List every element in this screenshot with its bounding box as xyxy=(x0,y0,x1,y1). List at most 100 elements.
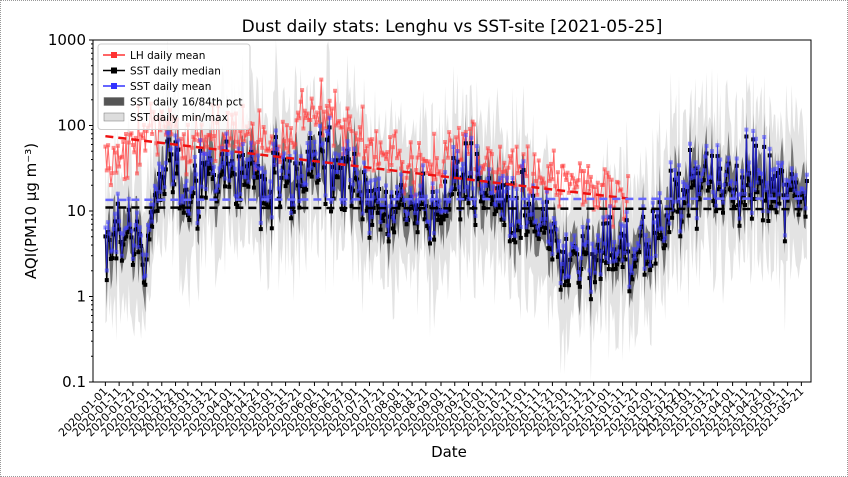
sst-mean-point xyxy=(329,199,333,204)
sst-median-point xyxy=(555,254,560,259)
sst-mean-point xyxy=(106,220,111,225)
legend-entry-label: LH daily mean xyxy=(130,50,205,62)
lh-point xyxy=(256,140,261,144)
sst-mean-point xyxy=(307,167,311,172)
sst-mean-point xyxy=(751,128,756,133)
sst-mean-point xyxy=(704,143,709,148)
sst-mean-point xyxy=(562,275,567,280)
sst-mean-point xyxy=(572,233,577,238)
lh-point xyxy=(345,106,350,111)
lh-point xyxy=(298,99,303,104)
sst-median-point xyxy=(777,201,782,206)
sst-mean-point xyxy=(763,188,768,193)
lh-point xyxy=(491,170,496,175)
sst-mean-point xyxy=(261,195,266,200)
sst-mean-point xyxy=(454,164,459,169)
sst-median-point xyxy=(104,278,109,283)
sst-mean-point xyxy=(485,176,490,181)
lh-point xyxy=(524,174,529,179)
sst-mean-point xyxy=(474,144,479,149)
lh-point xyxy=(506,165,511,170)
sst-median-point xyxy=(272,170,277,175)
sst-mean-point xyxy=(390,215,395,220)
lh-point xyxy=(428,171,432,176)
lh-point xyxy=(436,172,441,177)
sst-mean-point xyxy=(319,143,324,148)
lh-point xyxy=(223,136,227,141)
lh-point xyxy=(316,120,321,125)
lh-point xyxy=(620,192,625,197)
lh-point xyxy=(572,187,577,192)
sst-median-point xyxy=(229,159,234,164)
sst-mean-point xyxy=(209,158,214,163)
sst-mean-point xyxy=(246,179,251,184)
sst-median-point xyxy=(251,185,256,190)
sst-median-point xyxy=(670,215,675,220)
sst-mean-point xyxy=(632,256,637,261)
sst-mean-point xyxy=(467,170,472,175)
sst-mean-point xyxy=(260,165,265,170)
sst-mean-point xyxy=(218,164,223,169)
sst-median-point xyxy=(752,197,757,201)
lh-point xyxy=(364,144,369,149)
sst-mean-point xyxy=(666,214,670,219)
plot-area xyxy=(103,40,809,382)
sst-mean-point xyxy=(494,203,498,208)
sst-mean-point xyxy=(694,216,699,221)
lh-point xyxy=(144,129,149,134)
sst-median-point xyxy=(659,233,664,237)
sst-mean-point xyxy=(448,188,453,193)
lh-point xyxy=(385,150,390,155)
sst-mean-point xyxy=(635,241,640,246)
lh-point xyxy=(283,146,288,151)
sst-mean-point xyxy=(205,151,210,156)
lh-point xyxy=(103,144,108,149)
lh-point xyxy=(268,140,273,145)
lh-point xyxy=(456,125,461,130)
sst-mean-point xyxy=(415,220,420,225)
lh-point xyxy=(242,139,247,144)
sst-mean-point xyxy=(187,211,192,216)
lh-point xyxy=(308,118,313,122)
sst-mean-point xyxy=(784,177,789,182)
sst-median-point xyxy=(203,195,208,200)
sst-mean-point xyxy=(661,238,666,243)
sst-mean-point xyxy=(280,155,285,160)
lh-point xyxy=(601,182,606,187)
sst-mean-point xyxy=(619,222,624,227)
sst-mean-point xyxy=(463,133,468,138)
sst-mean-point xyxy=(744,127,749,132)
lh-point xyxy=(502,160,507,165)
sst-mean-point xyxy=(348,178,353,182)
lh-point xyxy=(445,155,450,160)
lh-point xyxy=(580,202,585,207)
lh-point xyxy=(331,143,336,148)
sst-mean-point xyxy=(181,200,186,205)
sst-median-point xyxy=(404,222,409,227)
sst-median-point xyxy=(114,256,119,261)
sst-median-point xyxy=(760,218,765,223)
sst-mean-point xyxy=(337,152,342,157)
sst-mean-point xyxy=(648,263,653,268)
sst-mean-point xyxy=(368,178,373,183)
sst-mean-point xyxy=(696,164,701,169)
sst-mean-point xyxy=(273,128,278,133)
lh-point xyxy=(386,169,391,173)
sst-mean-point xyxy=(417,199,421,204)
sst-median-point xyxy=(632,264,637,269)
sst-median-point xyxy=(297,205,302,210)
sst-mean-point xyxy=(147,227,152,232)
sst-mean-point xyxy=(535,225,540,230)
sst-median-point xyxy=(371,205,376,210)
sst-median-point xyxy=(678,234,683,239)
lh-point xyxy=(429,162,434,167)
sst-mean-point xyxy=(437,198,442,203)
sst-median-point xyxy=(125,230,130,235)
lh-point xyxy=(291,145,296,150)
sst-mean-point xyxy=(351,182,355,187)
lh-point xyxy=(473,167,478,172)
axes: 0.111010010002020-01-012020-01-112020-01… xyxy=(48,31,812,439)
sst-mean-point xyxy=(433,202,438,207)
sst-mean-point xyxy=(598,272,603,277)
lh-point xyxy=(558,191,563,196)
